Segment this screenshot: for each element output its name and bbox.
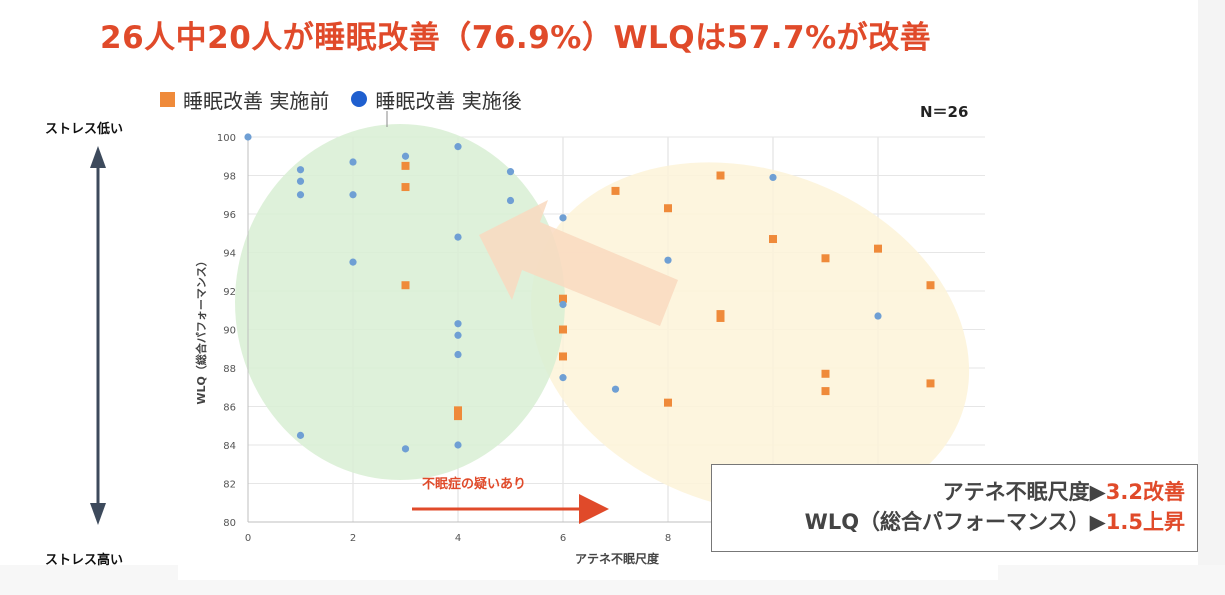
point-before bbox=[821, 387, 830, 396]
point-after bbox=[454, 233, 462, 241]
y-axis-title: WLQ（総合パフォーマンス） bbox=[194, 255, 208, 404]
y-tick-label: 96 bbox=[223, 210, 236, 221]
axis-ticks: 80 82 84 86 88 90 92 94 96 98 100 0 2 4 6 8 bbox=[217, 133, 671, 544]
point-before bbox=[559, 352, 567, 361]
sample-size-label: N＝26 bbox=[920, 103, 969, 121]
point-after bbox=[296, 177, 305, 185]
point-before bbox=[716, 171, 725, 180]
y-tick-label: 82 bbox=[223, 480, 236, 491]
point-after bbox=[349, 191, 357, 199]
point-after bbox=[401, 152, 410, 160]
data-points bbox=[244, 133, 935, 453]
point-before bbox=[401, 183, 410, 192]
yellow-region bbox=[530, 162, 970, 514]
point-before bbox=[664, 204, 672, 213]
stress-high-label: ストレス高い bbox=[45, 553, 124, 568]
x-tick-label: 2 bbox=[350, 533, 356, 544]
point-before bbox=[821, 369, 830, 378]
x-tick-label: 6 bbox=[560, 533, 566, 544]
y-tick-label: 100 bbox=[217, 133, 236, 144]
point-before bbox=[454, 406, 462, 415]
point-after bbox=[296, 166, 305, 174]
legend-label-after: 睡眠改善 実施後 bbox=[375, 88, 522, 113]
point-after bbox=[349, 158, 357, 166]
chart-legend: 睡眠改善 実施前 睡眠改善 実施後 bbox=[160, 84, 544, 114]
point-after bbox=[559, 214, 567, 222]
point-before bbox=[401, 281, 410, 290]
y-tick-label: 90 bbox=[223, 326, 236, 337]
legend-item-before: 睡眠改善 実施前 bbox=[160, 85, 329, 114]
point-before bbox=[664, 398, 672, 407]
point-after bbox=[454, 350, 462, 359]
point-before bbox=[454, 412, 462, 421]
point-after bbox=[244, 133, 252, 141]
point-after bbox=[296, 431, 305, 439]
stress-low-label: ストレス低い bbox=[45, 122, 124, 137]
y-tick-label: 80 bbox=[223, 518, 236, 529]
point-before bbox=[926, 379, 935, 388]
point-after bbox=[454, 331, 462, 339]
point-before bbox=[769, 235, 777, 244]
point-before bbox=[874, 244, 882, 253]
point-after bbox=[296, 191, 305, 199]
summary-line-wlq: WLQ（総合パフォーマンス）▶1.5上昇 bbox=[712, 507, 1185, 537]
point-before bbox=[611, 186, 620, 195]
point-after bbox=[454, 320, 462, 328]
point-after bbox=[401, 445, 410, 453]
point-after bbox=[506, 168, 515, 176]
point-after bbox=[769, 173, 777, 182]
point-after bbox=[454, 441, 462, 449]
x-tick-label: 0 bbox=[245, 533, 251, 544]
summary-box: アテネ不眠尺度▶3.2改善 WLQ（総合パフォーマンス）▶1.5上昇 bbox=[711, 464, 1198, 552]
summary-insomnia-prefix: アテネ不眠尺度▶ bbox=[942, 480, 1106, 504]
page-title: 26人中20人が睡眠改善（76.9%）WLQは57.7%が改善 bbox=[100, 20, 932, 56]
point-before bbox=[559, 294, 567, 303]
point-after bbox=[874, 312, 882, 320]
y-tick-label: 88 bbox=[223, 364, 236, 375]
point-after bbox=[506, 196, 515, 205]
x-tick-label: 8 bbox=[665, 533, 671, 544]
stress-arrow bbox=[90, 146, 106, 525]
point-after bbox=[349, 258, 357, 266]
legend-label-before: 睡眠改善 実施前 bbox=[183, 88, 330, 113]
square-marker-icon bbox=[160, 91, 175, 107]
point-after bbox=[559, 300, 567, 309]
summary-wlq-prefix: WLQ（総合パフォーマンス）▶ bbox=[804, 510, 1106, 534]
legend-item-after: 睡眠改善 実施後 bbox=[351, 85, 522, 114]
summary-line-insomnia: アテネ不眠尺度▶3.2改善 bbox=[712, 477, 1185, 507]
y-tick-label: 98 bbox=[223, 172, 236, 183]
point-after bbox=[559, 374, 567, 382]
background-strip-right bbox=[1198, 0, 1225, 595]
summary-insomnia-value: 3.2改善 bbox=[1105, 480, 1185, 504]
point-before bbox=[926, 281, 935, 290]
circle-marker-icon bbox=[351, 91, 368, 107]
summary-wlq-value: 1.5上昇 bbox=[1105, 510, 1185, 534]
y-tick-label: 92 bbox=[223, 287, 236, 298]
point-before bbox=[821, 254, 830, 263]
y-tick-label: 94 bbox=[223, 249, 236, 260]
x-axis-title: アテネ不眠尺度 bbox=[575, 551, 660, 566]
point-before bbox=[559, 325, 567, 334]
point-before bbox=[716, 313, 725, 322]
x-tick-label: 4 bbox=[455, 533, 461, 544]
insomnia-label: 不眠症の疑いあり bbox=[422, 477, 527, 492]
y-tick-label: 84 bbox=[223, 441, 236, 452]
point-after bbox=[664, 256, 672, 264]
y-tick-label: 86 bbox=[223, 403, 236, 414]
green-region bbox=[235, 124, 565, 480]
point-after bbox=[611, 385, 620, 393]
point-after bbox=[454, 143, 462, 151]
improvement-arrow bbox=[479, 200, 678, 326]
point-before bbox=[401, 161, 410, 170]
